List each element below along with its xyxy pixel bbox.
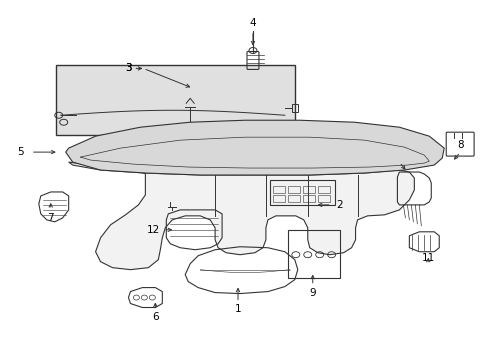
Text: 8: 8 — [456, 140, 463, 150]
Bar — [272, 186, 285, 193]
Text: 5: 5 — [18, 147, 24, 157]
Bar — [302, 186, 314, 193]
Polygon shape — [68, 162, 413, 270]
Bar — [287, 186, 299, 193]
Text: 12: 12 — [146, 225, 160, 235]
Bar — [317, 186, 329, 193]
Text: 2: 2 — [336, 200, 342, 210]
Text: 11: 11 — [421, 253, 434, 263]
Polygon shape — [65, 120, 443, 175]
Text: 4: 4 — [249, 18, 256, 28]
Bar — [272, 195, 285, 202]
Bar — [56, 66, 294, 135]
Text: 3: 3 — [125, 63, 131, 73]
Text: 7: 7 — [47, 213, 54, 223]
Bar — [291, 104, 297, 112]
Text: 3: 3 — [125, 63, 131, 73]
Text: 10: 10 — [383, 157, 396, 167]
Bar — [287, 195, 299, 202]
Bar — [302, 195, 314, 202]
Bar — [287, 230, 339, 278]
Bar — [269, 180, 334, 205]
Text: 6: 6 — [152, 312, 158, 323]
Text: 9: 9 — [309, 288, 315, 298]
Text: 1: 1 — [234, 305, 241, 315]
Bar — [317, 195, 329, 202]
